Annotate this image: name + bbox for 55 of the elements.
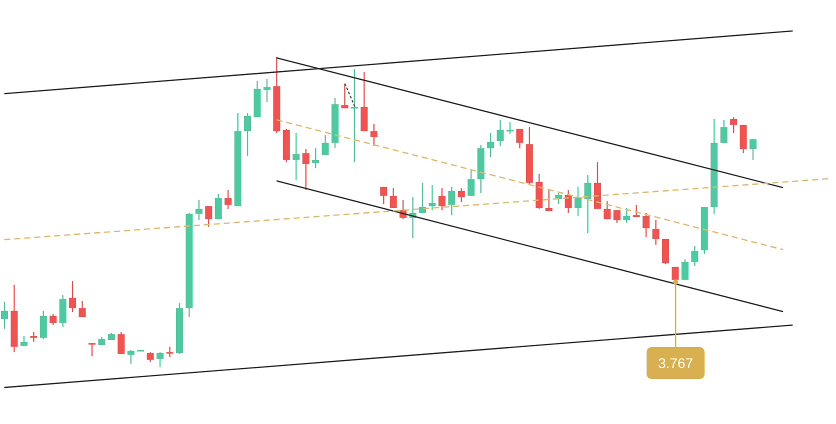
candlestick [380,186,388,205]
candlestick [730,116,738,134]
candlestick [448,186,456,216]
candlestick [263,78,270,103]
candlestick [506,122,514,134]
candlestick [205,206,212,228]
candlestick [166,346,174,358]
candlestick [312,148,320,169]
candlestick [419,182,426,214]
candlestick [370,123,378,147]
candlestick [341,83,348,109]
candlestick [127,349,134,364]
candlestick [613,210,620,224]
candlestick [584,174,592,234]
candlestick [30,331,38,342]
candlestick [438,188,446,211]
candlestick [574,186,582,217]
candlestick [642,212,650,238]
candlestick [1,301,8,330]
candlestick [214,193,222,220]
candlestick [156,351,164,368]
candlestick [350,68,358,163]
candlestick [244,112,252,156]
candlestick [322,134,329,156]
candlestick [487,132,494,158]
candlestick [750,138,757,161]
candlestick [496,119,504,147]
candlestick [59,294,66,328]
candlestick [623,207,630,224]
candlestick [720,119,728,144]
candlestick [302,148,310,191]
candlestick [428,184,436,211]
candlestick [292,132,300,181]
candlestick [652,219,660,246]
candlestick [390,188,397,209]
candlestick [50,313,57,326]
candlestick [458,188,465,203]
candlestick [516,128,524,149]
candlestick [195,199,202,221]
candlestick [632,204,640,218]
candlestick [69,280,76,313]
candlestick [545,188,552,212]
candlestick [691,245,698,267]
candlestick [118,331,125,355]
candlestick [681,258,688,280]
candlestick [468,170,475,196]
candlestick [224,189,232,210]
candlestick [20,335,28,346]
candlestick [564,189,572,214]
candlestick [146,351,154,363]
annotation: 3.767 [658,355,694,372]
candlestick [40,310,47,340]
candlestick [88,342,96,357]
candlestick [78,300,86,318]
candlestick [604,200,611,220]
